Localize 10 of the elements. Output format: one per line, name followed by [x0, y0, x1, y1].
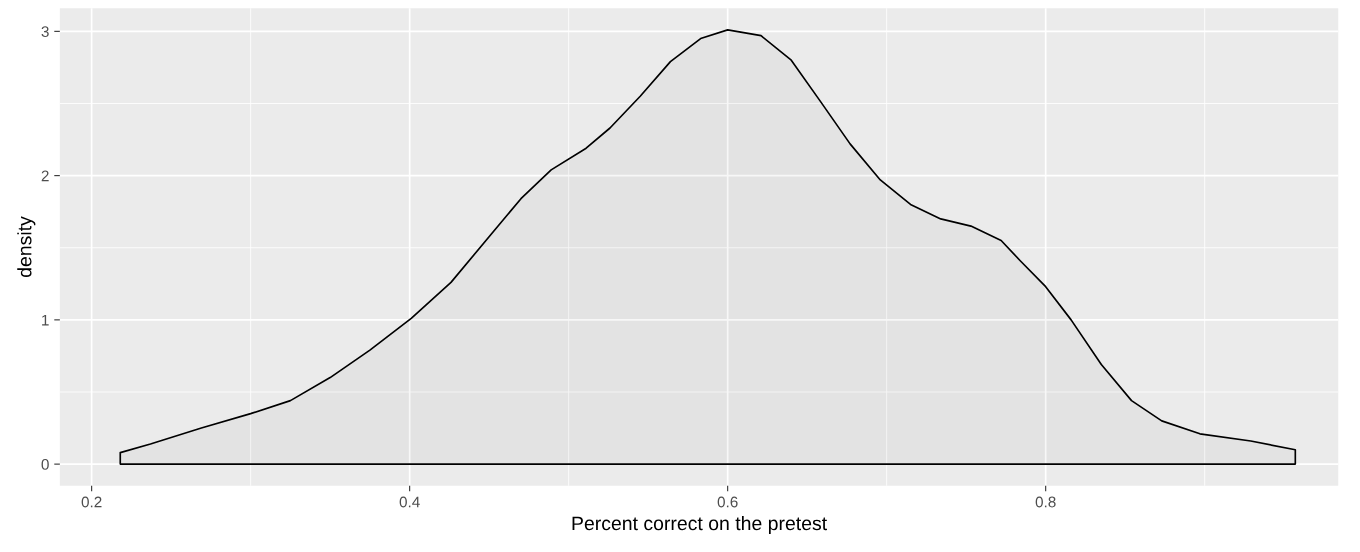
- y-tick-label: 2: [41, 170, 49, 182]
- x-axis-title: Percent correct on the pretest: [572, 515, 827, 535]
- x-tick-label: 0.8: [1035, 496, 1056, 508]
- y-tick-label: 3: [41, 26, 49, 38]
- y-tick-label: 0: [41, 458, 49, 470]
- x-tick-label: 0.4: [399, 496, 420, 508]
- y-tick-label: 1: [42, 314, 49, 326]
- y-axis-title: density: [17, 216, 36, 278]
- x-tick-label: 0.6: [717, 496, 738, 508]
- x-tick-label: 0.2: [81, 496, 102, 508]
